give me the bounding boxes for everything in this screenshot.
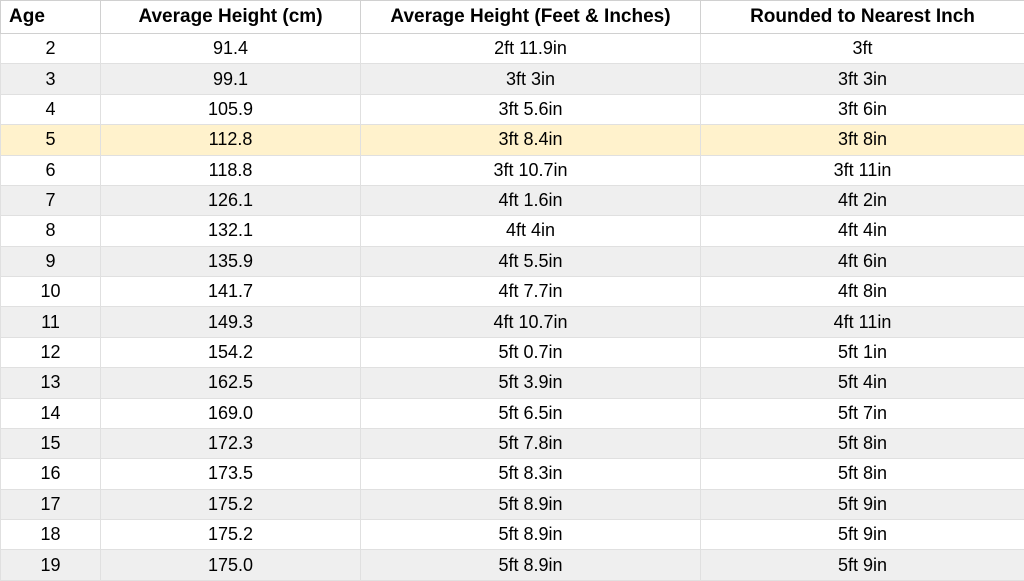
cell-rounded: 3ft 6in: [701, 94, 1024, 124]
table-row: 14169.05ft 6.5in5ft 7in: [1, 398, 1024, 428]
cell-ftin: 4ft 4in: [361, 216, 701, 246]
cell-rounded: 3ft: [701, 34, 1024, 64]
cell-cm: 118.8: [101, 155, 361, 185]
cell-age: 18: [1, 520, 101, 550]
table-row: 291.42ft 11.9in3ft: [1, 34, 1024, 64]
col-header-ftin: Average Height (Feet & Inches): [361, 1, 701, 34]
table-row: 8132.14ft 4in4ft 4in: [1, 216, 1024, 246]
cell-age: 7: [1, 185, 101, 215]
cell-rounded: 5ft 9in: [701, 489, 1024, 519]
cell-ftin: 3ft 5.6in: [361, 94, 701, 124]
cell-cm: 112.8: [101, 125, 361, 155]
cell-cm: 135.9: [101, 246, 361, 276]
cell-ftin: 5ft 8.9in: [361, 489, 701, 519]
cell-ftin: 3ft 10.7in: [361, 155, 701, 185]
cell-cm: 173.5: [101, 459, 361, 489]
cell-rounded: 4ft 4in: [701, 216, 1024, 246]
height-table: Age Average Height (cm) Average Height (…: [0, 0, 1024, 581]
table-body: 291.42ft 11.9in3ft399.13ft 3in3ft 3in410…: [1, 34, 1024, 581]
table-row: 9135.94ft 5.5in4ft 6in: [1, 246, 1024, 276]
cell-age: 4: [1, 94, 101, 124]
cell-ftin: 5ft 7.8in: [361, 428, 701, 458]
cell-age: 14: [1, 398, 101, 428]
table-row: 5112.83ft 8.4in3ft 8in: [1, 125, 1024, 155]
cell-cm: 149.3: [101, 307, 361, 337]
cell-rounded: 5ft 1in: [701, 337, 1024, 367]
table-row: 10141.74ft 7.7in4ft 8in: [1, 277, 1024, 307]
cell-ftin: 4ft 7.7in: [361, 277, 701, 307]
cell-age: 8: [1, 216, 101, 246]
cell-cm: 175.2: [101, 489, 361, 519]
cell-ftin: 4ft 5.5in: [361, 246, 701, 276]
cell-cm: 172.3: [101, 428, 361, 458]
cell-ftin: 4ft 1.6in: [361, 185, 701, 215]
col-header-rounded: Rounded to Nearest Inch: [701, 1, 1024, 34]
cell-age: 3: [1, 64, 101, 94]
table-row: 399.13ft 3in3ft 3in: [1, 64, 1024, 94]
table-row: 4105.93ft 5.6in3ft 6in: [1, 94, 1024, 124]
table-row: 17175.25ft 8.9in5ft 9in: [1, 489, 1024, 519]
cell-age: 13: [1, 368, 101, 398]
col-header-age: Age: [1, 1, 101, 34]
table-row: 12154.25ft 0.7in5ft 1in: [1, 337, 1024, 367]
cell-age: 6: [1, 155, 101, 185]
table-row: 11149.34ft 10.7in4ft 11in: [1, 307, 1024, 337]
cell-cm: 154.2: [101, 337, 361, 367]
cell-age: 11: [1, 307, 101, 337]
cell-ftin: 3ft 8.4in: [361, 125, 701, 155]
cell-cm: 169.0: [101, 398, 361, 428]
cell-age: 17: [1, 489, 101, 519]
cell-rounded: 3ft 11in: [701, 155, 1024, 185]
cell-ftin: 5ft 3.9in: [361, 368, 701, 398]
cell-rounded: 4ft 8in: [701, 277, 1024, 307]
cell-cm: 126.1: [101, 185, 361, 215]
cell-age: 15: [1, 428, 101, 458]
table-row: 6118.83ft 10.7in3ft 11in: [1, 155, 1024, 185]
cell-ftin: 3ft 3in: [361, 64, 701, 94]
cell-rounded: 3ft 3in: [701, 64, 1024, 94]
cell-age: 2: [1, 34, 101, 64]
table-header-row: Age Average Height (cm) Average Height (…: [1, 1, 1024, 34]
table-row: 18175.25ft 8.9in5ft 9in: [1, 520, 1024, 550]
cell-ftin: 4ft 10.7in: [361, 307, 701, 337]
cell-cm: 175.2: [101, 520, 361, 550]
cell-cm: 91.4: [101, 34, 361, 64]
cell-cm: 105.9: [101, 94, 361, 124]
cell-cm: 132.1: [101, 216, 361, 246]
cell-rounded: 5ft 9in: [701, 520, 1024, 550]
cell-ftin: 5ft 8.9in: [361, 520, 701, 550]
table-row: 13162.55ft 3.9in5ft 4in: [1, 368, 1024, 398]
cell-rounded: 4ft 2in: [701, 185, 1024, 215]
cell-rounded: 5ft 8in: [701, 428, 1024, 458]
cell-ftin: 2ft 11.9in: [361, 34, 701, 64]
table-row: 7126.14ft 1.6in4ft 2in: [1, 185, 1024, 215]
cell-cm: 162.5: [101, 368, 361, 398]
table-row: 15172.35ft 7.8in5ft 8in: [1, 428, 1024, 458]
cell-age: 5: [1, 125, 101, 155]
cell-rounded: 4ft 11in: [701, 307, 1024, 337]
cell-rounded: 3ft 8in: [701, 125, 1024, 155]
table-row: 16173.55ft 8.3in5ft 8in: [1, 459, 1024, 489]
cell-ftin: 5ft 6.5in: [361, 398, 701, 428]
col-header-cm: Average Height (cm): [101, 1, 361, 34]
cell-cm: 141.7: [101, 277, 361, 307]
cell-rounded: 4ft 6in: [701, 246, 1024, 276]
cell-age: 16: [1, 459, 101, 489]
cell-age: 10: [1, 277, 101, 307]
cell-rounded: 5ft 7in: [701, 398, 1024, 428]
cell-age: 12: [1, 337, 101, 367]
cell-ftin: 5ft 0.7in: [361, 337, 701, 367]
cell-ftin: 5ft 8.3in: [361, 459, 701, 489]
cell-age: 9: [1, 246, 101, 276]
cell-cm: 99.1: [101, 64, 361, 94]
cell-rounded: 5ft 4in: [701, 368, 1024, 398]
cell-rounded: 5ft 8in: [701, 459, 1024, 489]
